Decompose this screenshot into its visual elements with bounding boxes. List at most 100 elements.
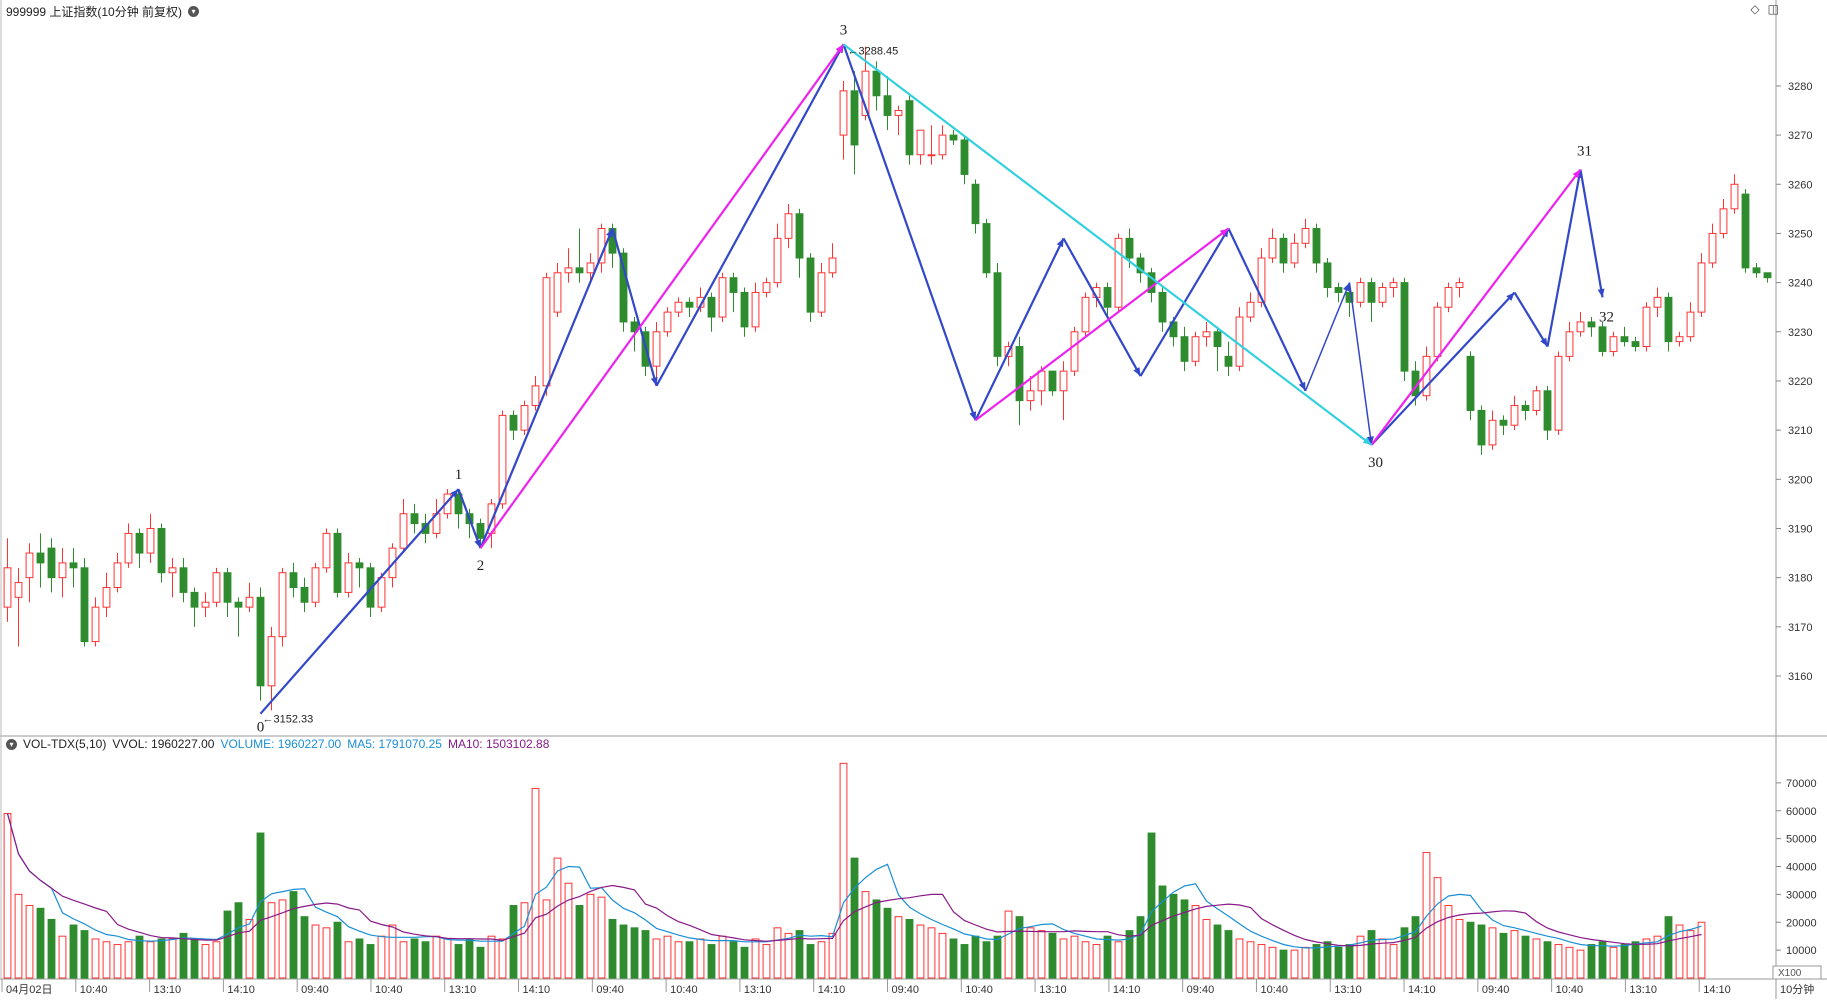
candle: [1587, 321, 1596, 328]
wave-segment-arrow: [606, 228, 613, 238]
chevron-down-icon[interactable]: ▾: [6, 738, 17, 750]
candle: [1675, 336, 1684, 343]
candle: [872, 70, 881, 97]
volume-bar: [113, 944, 122, 979]
candle: [938, 134, 947, 156]
volume-bar: [1114, 941, 1123, 979]
candle: [927, 154, 936, 157]
wave-segment: [974, 237, 1065, 421]
volume-bar: [1598, 941, 1607, 979]
volume-bar: [1631, 941, 1640, 979]
volume-bar: [498, 938, 507, 979]
volume-bar: [124, 941, 133, 979]
candle: [157, 527, 166, 574]
candle: [256, 596, 265, 687]
candle: [80, 567, 89, 643]
candle: [1664, 296, 1673, 343]
x-tick-label: 13:10: [154, 984, 182, 996]
panel-icon[interactable]: ◫: [1767, 2, 1779, 16]
candle: [586, 262, 595, 274]
volume-bar: [69, 924, 78, 979]
volume-bar: [135, 935, 144, 979]
candle: [1455, 282, 1464, 289]
candle: [1158, 291, 1167, 323]
candle: [1499, 419, 1508, 426]
ma5-line: [6, 813, 1702, 949]
candle: [542, 277, 551, 387]
volume-bar: [1158, 885, 1167, 979]
volume-bar: [1686, 930, 1695, 979]
candle: [1312, 228, 1321, 264]
volume-bar: [1609, 946, 1618, 979]
wave-segment: [1546, 169, 1582, 347]
volume-bar: [1367, 930, 1376, 979]
candle: [1202, 331, 1211, 338]
trend-segment: [842, 43, 1373, 446]
candle: [399, 513, 408, 549]
volume-bar: [1587, 944, 1596, 979]
candle: [223, 572, 232, 603]
volume-bar: [1389, 944, 1398, 979]
volume-bar: [630, 927, 639, 979]
indicator-name: VOL-TDX(5,10): [23, 737, 107, 751]
chevron-down-icon[interactable]: ▾: [188, 6, 200, 17]
volume-bar: [366, 944, 375, 979]
y-tick-label: 3250: [1788, 228, 1812, 240]
candle: [1719, 208, 1728, 234]
volume-bar: [960, 944, 969, 979]
candle: [1400, 282, 1409, 372]
wave-segment: [1062, 237, 1142, 377]
candle: [894, 110, 903, 116]
volume-bar: [1653, 935, 1662, 979]
volume-bar: [1136, 916, 1145, 979]
ma5-value: MA5: 1791070.25: [347, 737, 442, 751]
x-tick-label: 09:40: [301, 984, 329, 996]
volume-bar: [916, 924, 925, 979]
x-tick-label: 13:10: [1629, 984, 1657, 996]
volume-bar: [817, 941, 826, 979]
y-tick-label: 3220: [1788, 376, 1812, 388]
volume-bar: [1301, 946, 1310, 979]
diamond-icon[interactable]: ◇: [1750, 2, 1760, 16]
candle: [168, 567, 177, 574]
candle: [718, 277, 727, 318]
volume-bar: [1532, 938, 1541, 979]
volume-bar: [872, 899, 881, 979]
volume-bar: [1103, 935, 1112, 979]
higher-wave-segment-arrow: [835, 44, 844, 54]
chart-title: 999999 上证指数(10分钟 前复权): [6, 5, 183, 19]
volume-bar: [663, 935, 672, 979]
volume-bar: [1235, 938, 1244, 979]
candle: [14, 582, 23, 598]
volume-bar: [1147, 832, 1156, 979]
ma10-line: [6, 813, 1702, 947]
volume-bar: [861, 891, 870, 979]
volume-bar: [1576, 949, 1585, 979]
candle: [1279, 237, 1288, 264]
volume-bar: [476, 946, 485, 979]
volume-bar: [1081, 941, 1090, 979]
candle: [146, 527, 155, 554]
volume-bar: [58, 935, 67, 979]
volume-bar: [212, 941, 221, 979]
candle: [1642, 306, 1651, 348]
candle: [1433, 306, 1442, 357]
volume-tick-label: 60000: [1786, 806, 1817, 818]
pivot-label: 30: [1368, 455, 1383, 471]
volume-bar: [1620, 944, 1629, 979]
volume-bar: [586, 893, 595, 979]
candle: [663, 311, 672, 333]
wave-segment: [1304, 282, 1351, 392]
volume-bar: [223, 910, 232, 979]
volume-bar: [388, 924, 397, 979]
wave-segment-arrow: [1540, 337, 1548, 347]
candle: [740, 291, 749, 328]
volume-bar: [718, 935, 727, 979]
candle: [1301, 228, 1310, 244]
pivot-label: 3: [840, 22, 848, 38]
candle: [234, 601, 243, 608]
volume-bar: [1499, 932, 1508, 979]
candle: [1015, 346, 1024, 402]
candle: [1367, 282, 1376, 303]
